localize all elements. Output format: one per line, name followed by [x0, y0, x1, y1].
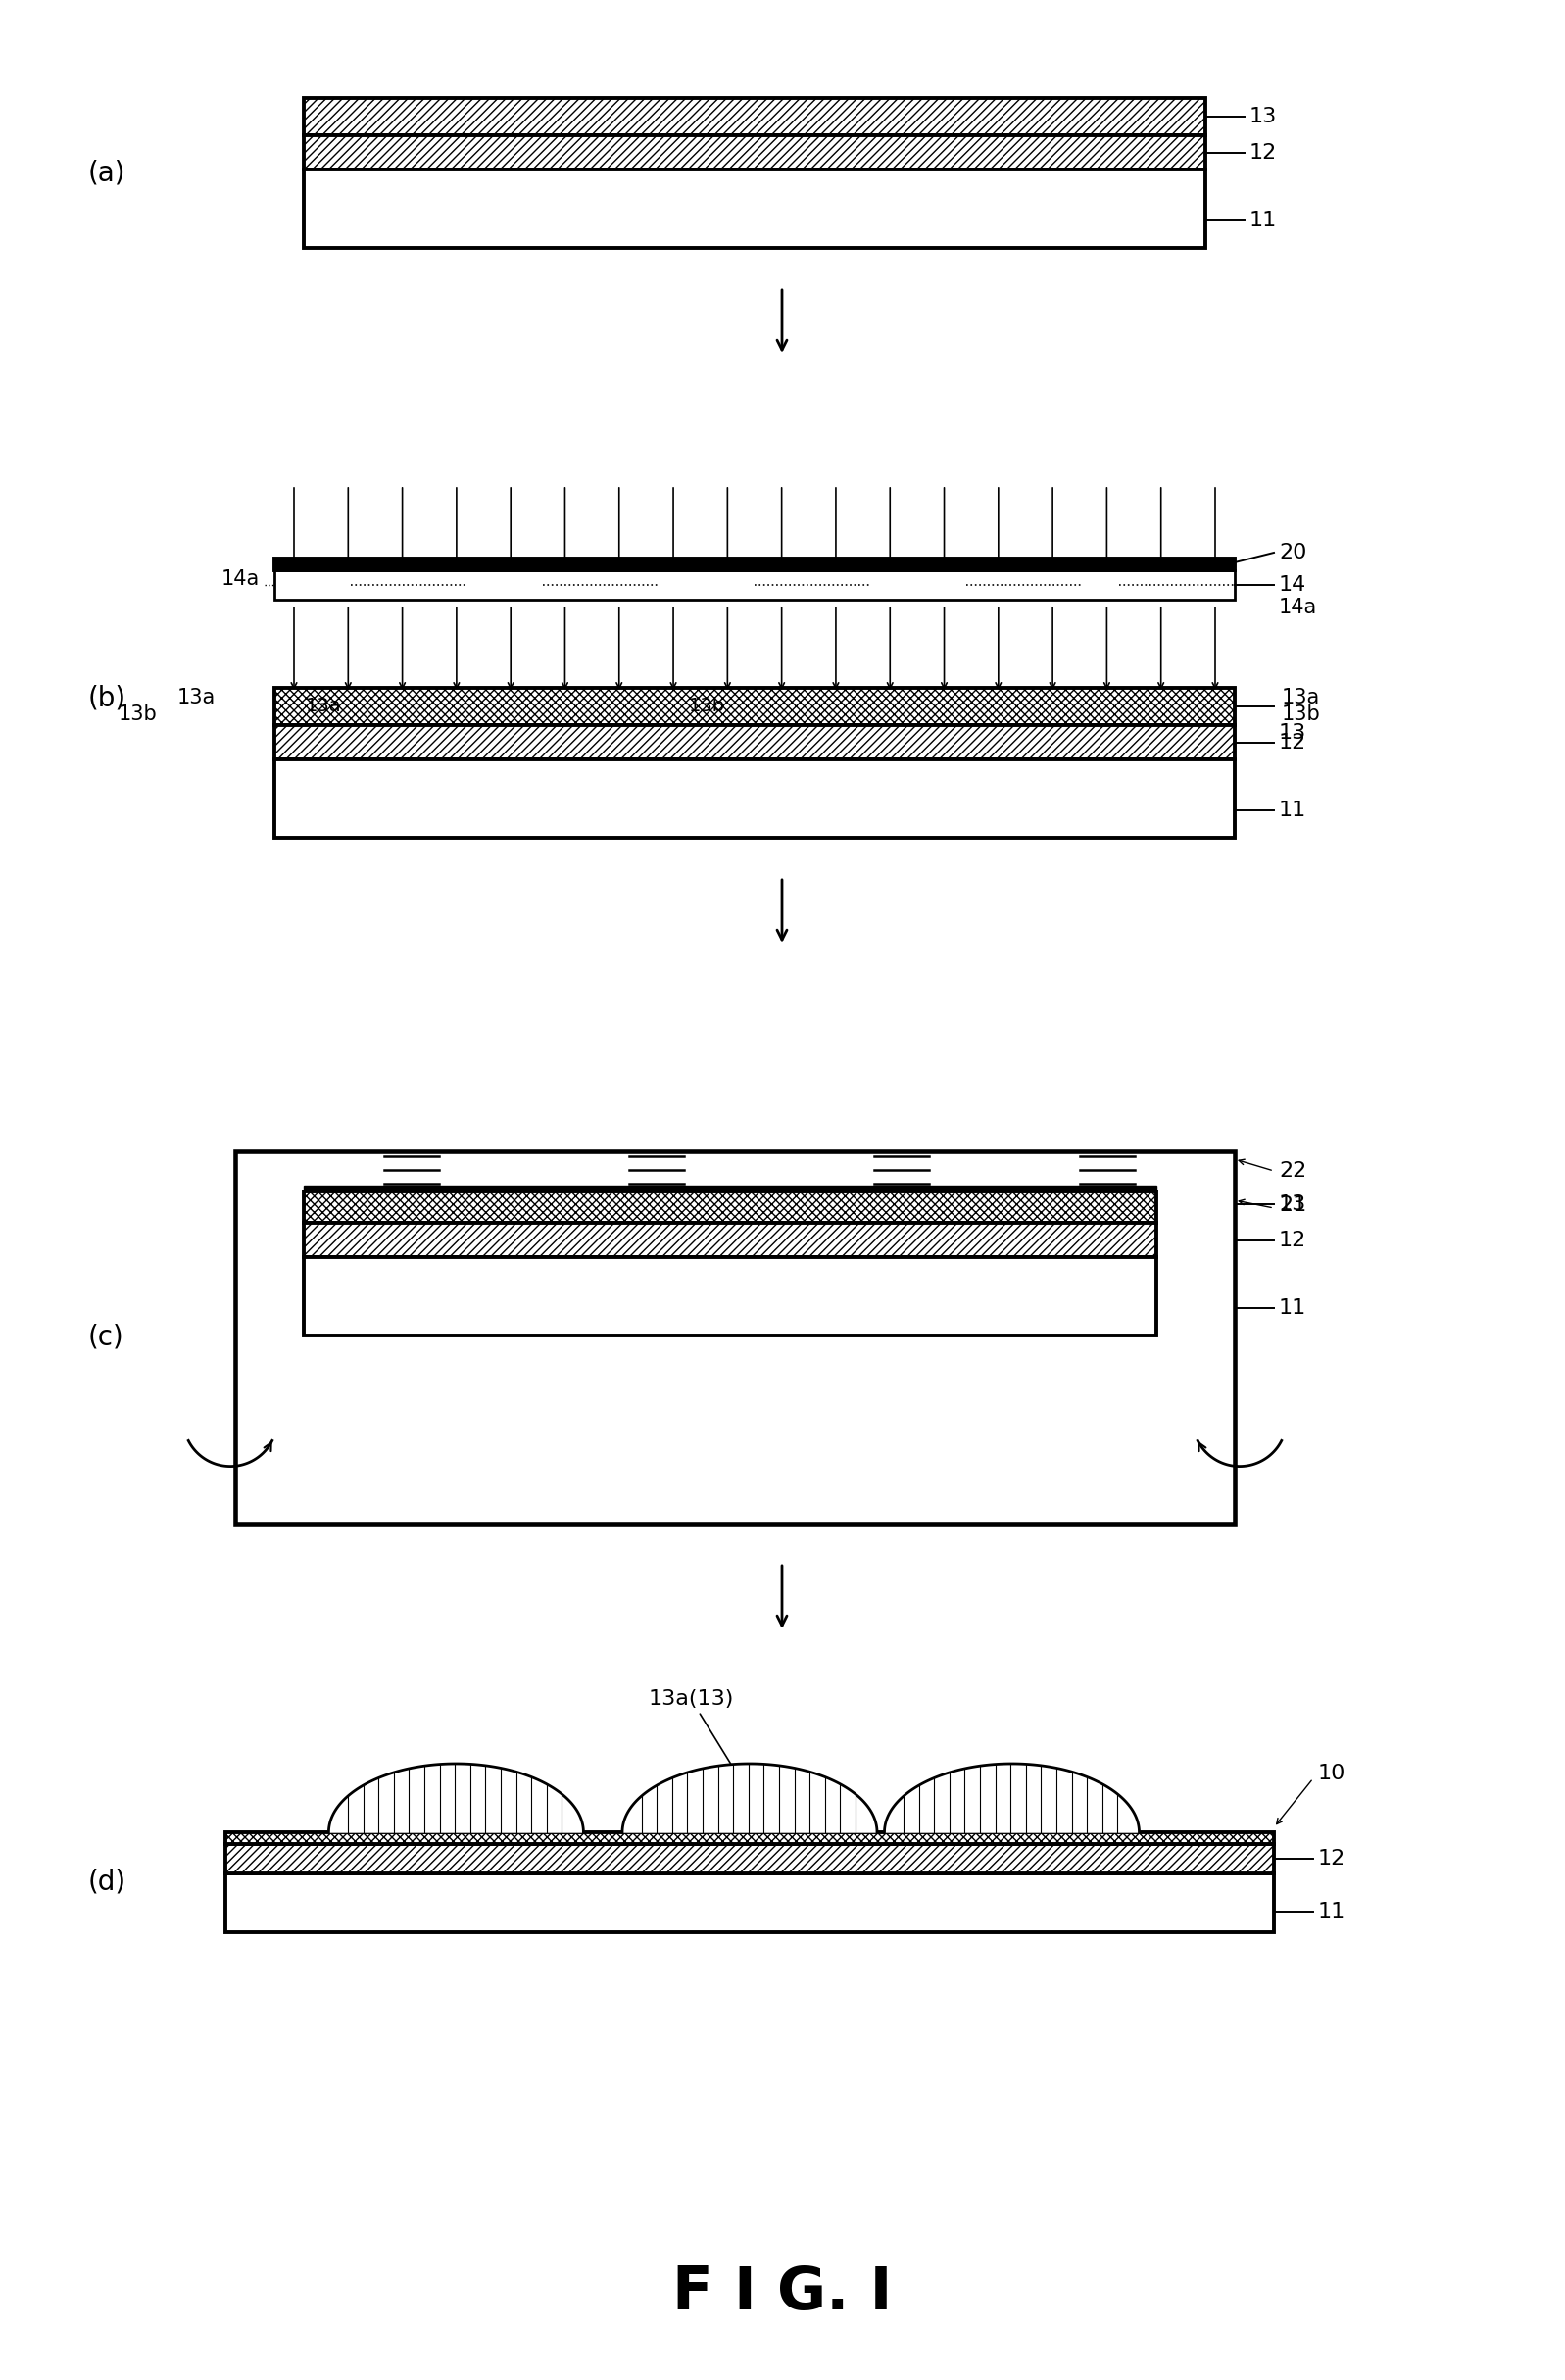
- Text: 11: 11: [1318, 1902, 1346, 1921]
- Text: 14: 14: [1279, 576, 1307, 595]
- Text: 11: 11: [1249, 212, 1277, 231]
- Text: 13: 13: [1279, 724, 1307, 743]
- Text: 14a: 14a: [1279, 597, 1318, 616]
- Text: 11: 11: [1279, 800, 1307, 821]
- Bar: [304, 1257, 1157, 1335]
- Text: 13a: 13a: [177, 688, 216, 707]
- Text: 13a: 13a: [305, 697, 341, 716]
- Text: 12: 12: [1279, 733, 1307, 752]
- Bar: [274, 688, 1235, 726]
- Text: 13a(13): 13a(13): [648, 1690, 748, 1790]
- Bar: [274, 726, 1235, 759]
- Polygon shape: [329, 1764, 584, 1833]
- Text: 13a: 13a: [1282, 688, 1321, 707]
- Bar: [304, 98, 1205, 136]
- Bar: [235, 1152, 1235, 1523]
- Bar: [304, 136, 1205, 169]
- Text: 22: 22: [1279, 1161, 1307, 1180]
- Text: (b): (b): [88, 685, 127, 712]
- Text: 13: 13: [1279, 1195, 1307, 1214]
- Bar: [274, 559, 1235, 571]
- Text: 11: 11: [1279, 1297, 1307, 1319]
- Bar: [304, 1223, 1157, 1257]
- Text: 12: 12: [1249, 143, 1277, 162]
- Text: 13b: 13b: [117, 704, 156, 724]
- Text: 13b: 13b: [689, 697, 725, 716]
- Bar: [304, 1192, 1157, 1223]
- Bar: [225, 1833, 1274, 1844]
- Text: (d): (d): [88, 1868, 127, 1897]
- Text: 13b: 13b: [1282, 704, 1321, 724]
- Text: (a): (a): [88, 159, 125, 186]
- Text: 21: 21: [1279, 1195, 1307, 1214]
- Text: F I G. I: F I G. I: [671, 2263, 892, 2323]
- Text: 12: 12: [1318, 1849, 1346, 1868]
- Bar: [304, 1185, 1157, 1192]
- Polygon shape: [623, 1764, 876, 1833]
- Polygon shape: [884, 1764, 1139, 1833]
- Bar: [274, 759, 1235, 838]
- Bar: [304, 169, 1205, 248]
- Text: (c): (c): [88, 1323, 124, 1352]
- Text: 14a: 14a: [221, 569, 260, 588]
- Bar: [225, 1873, 1274, 1933]
- Bar: [225, 1844, 1274, 1873]
- Bar: [274, 571, 1235, 600]
- Text: 12: 12: [1279, 1230, 1307, 1250]
- Text: 20: 20: [1279, 543, 1307, 562]
- Text: 13: 13: [1249, 107, 1277, 126]
- Text: 10: 10: [1318, 1764, 1346, 1783]
